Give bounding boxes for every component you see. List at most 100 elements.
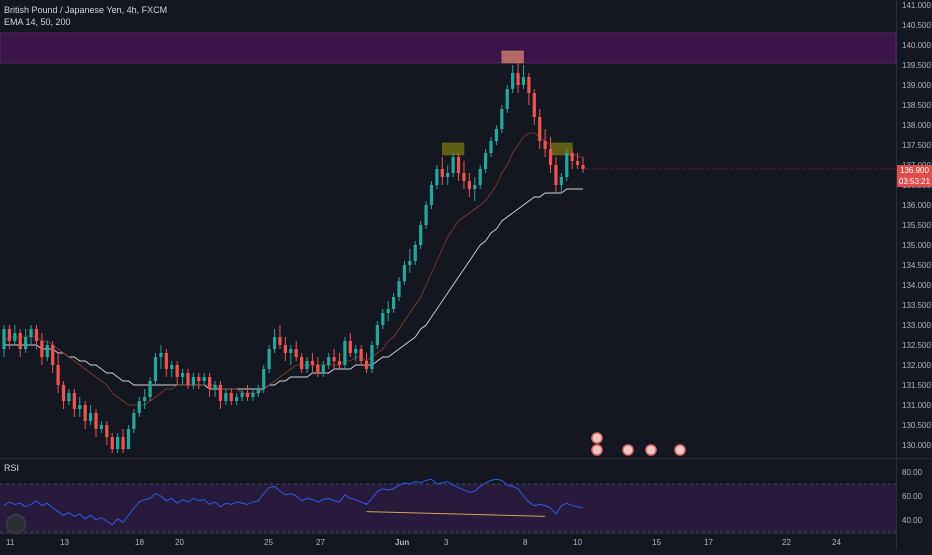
candle-body[interactable]	[224, 393, 228, 401]
candle-body[interactable]	[489, 141, 493, 153]
tradingview-logo-icon[interactable]	[6, 514, 26, 534]
candle-body[interactable]	[208, 377, 212, 389]
candle-body[interactable]	[511, 73, 515, 89]
candle-body[interactable]	[559, 177, 563, 185]
candle-body[interactable]	[78, 405, 82, 409]
candle-body[interactable]	[67, 393, 71, 401]
candle-body[interactable]	[413, 245, 417, 261]
candle-body[interactable]	[424, 205, 428, 225]
peak-box[interactable]	[501, 50, 524, 64]
candle-body[interactable]	[402, 265, 407, 281]
candle-body[interactable]	[235, 397, 239, 401]
candle-body[interactable]	[527, 77, 531, 93]
candle-body[interactable]	[213, 385, 217, 389]
candle-body[interactable]	[354, 349, 358, 353]
candle-body[interactable]	[278, 337, 282, 345]
candle-body[interactable]	[462, 173, 466, 181]
candle-body[interactable]	[391, 297, 396, 309]
candle-body[interactable]	[40, 341, 44, 357]
candle-body[interactable]	[327, 357, 331, 365]
candle-body[interactable]	[500, 109, 504, 129]
event-marker-icon[interactable]	[591, 444, 603, 456]
rsi-divergence-line[interactable]	[366, 511, 546, 517]
candle-body[interactable]	[575, 161, 580, 165]
candle-body[interactable]	[267, 349, 271, 369]
candle-body[interactable]	[289, 349, 293, 353]
candle-body[interactable]	[554, 165, 558, 185]
candle-body[interactable]	[370, 345, 374, 369]
candle-body[interactable]	[143, 397, 147, 401]
candle-body[interactable]	[121, 437, 125, 449]
event-marker-icon[interactable]	[645, 444, 657, 456]
rsi-pane-label[interactable]: RSI	[4, 463, 20, 473]
candle-body[interactable]	[94, 413, 98, 429]
candle-body[interactable]	[316, 365, 320, 373]
candle-body[interactable]	[34, 329, 39, 341]
candle-body[interactable]	[419, 225, 423, 245]
candle-body[interactable]	[381, 313, 385, 325]
event-marker-icon[interactable]	[622, 444, 634, 456]
candle-body[interactable]	[88, 413, 93, 421]
candle-body[interactable]	[548, 149, 553, 165]
candle-body[interactable]	[478, 169, 482, 185]
resistance-zone[interactable]	[0, 32, 897, 64]
candle-body[interactable]	[153, 357, 158, 381]
candle-body[interactable]	[321, 365, 325, 373]
candle-body[interactable]	[251, 393, 255, 397]
candle-body[interactable]	[283, 345, 288, 353]
candle-body[interactable]	[456, 157, 461, 173]
candle-body[interactable]	[148, 381, 152, 397]
candle-body[interactable]	[83, 405, 87, 421]
candle-body[interactable]	[2, 329, 6, 349]
candle-body[interactable]	[467, 181, 471, 189]
candle-body[interactable]	[7, 329, 12, 341]
candle-body[interactable]	[159, 353, 163, 357]
candle-body[interactable]	[110, 437, 114, 449]
symbol-title[interactable]: British Pound / Japanese Yen, 4h, FXCM	[4, 5, 168, 15]
candle-body[interactable]	[105, 425, 109, 437]
candle-body[interactable]	[397, 281, 401, 297]
candle-body[interactable]	[229, 393, 233, 401]
candle-body[interactable]	[310, 361, 315, 365]
candle-body[interactable]	[521, 77, 526, 85]
event-marker-icon[interactable]	[674, 444, 686, 456]
candle-body[interactable]	[29, 329, 33, 337]
candle-body[interactable]	[364, 361, 369, 369]
candle-body[interactable]	[375, 325, 379, 345]
candle-body[interactable]	[505, 89, 509, 109]
candle-body[interactable]	[516, 73, 520, 85]
candle-body[interactable]	[18, 333, 22, 349]
candle-body[interactable]	[175, 365, 179, 377]
candle-body[interactable]	[61, 385, 66, 401]
candle-body[interactable]	[72, 393, 76, 409]
candle-body[interactable]	[137, 401, 141, 413]
candle-body[interactable]	[116, 437, 120, 449]
candle-body[interactable]	[451, 157, 455, 173]
candle-body[interactable]	[543, 141, 547, 149]
candle-body[interactable]	[538, 117, 542, 141]
candle-body[interactable]	[343, 341, 347, 365]
candle-body[interactable]	[532, 93, 536, 117]
event-marker-icon[interactable]	[591, 432, 603, 444]
candle-body[interactable]	[262, 369, 266, 389]
candle-body[interactable]	[56, 365, 60, 385]
candle-body[interactable]	[435, 169, 439, 185]
candle-body[interactable]	[126, 429, 131, 449]
candle-body[interactable]	[51, 345, 55, 365]
candle-body[interactable]	[99, 425, 104, 429]
candle-body[interactable]	[408, 261, 412, 265]
candle-body[interactable]	[45, 345, 49, 357]
candle-body[interactable]	[132, 413, 136, 429]
candle-body[interactable]	[570, 153, 574, 161]
candle-body[interactable]	[191, 377, 196, 385]
candle-body[interactable]	[24, 337, 28, 349]
candle-body[interactable]	[180, 373, 185, 377]
candle-body[interactable]	[337, 361, 342, 365]
candle-body[interactable]	[386, 309, 390, 313]
candle-body[interactable]	[332, 357, 336, 361]
candle-body[interactable]	[565, 153, 569, 177]
candle-body[interactable]	[359, 349, 363, 361]
indicator-label[interactable]: EMA 14, 50, 200	[4, 17, 71, 27]
candle-body[interactable]	[348, 341, 352, 353]
